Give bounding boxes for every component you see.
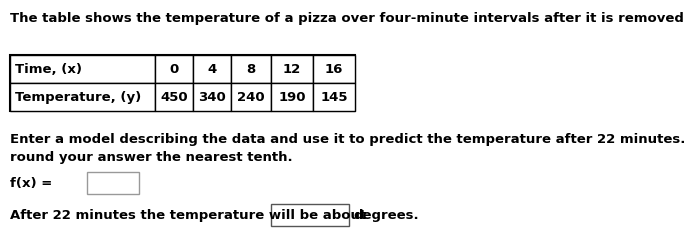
Text: Temperature, (y): Temperature, (y) <box>15 90 141 103</box>
Text: 8: 8 <box>246 62 256 75</box>
Bar <box>271 55 313 83</box>
Text: 450: 450 <box>161 90 188 103</box>
Text: 16: 16 <box>324 62 343 75</box>
Bar <box>10 55 355 111</box>
Bar <box>231 83 271 111</box>
Text: 145: 145 <box>320 90 348 103</box>
Bar <box>313 55 355 83</box>
Bar <box>193 83 231 111</box>
Bar <box>231 55 271 83</box>
Bar <box>193 55 231 83</box>
Text: 4: 4 <box>207 62 217 75</box>
Text: Enter a model describing the data and use it to predict the temperature after 22: Enter a model describing the data and us… <box>10 133 686 146</box>
Text: The table shows the temperature of a pizza over four-minute intervals after it i: The table shows the temperature of a piz… <box>10 12 686 25</box>
Text: 190: 190 <box>279 90 306 103</box>
Bar <box>155 83 193 111</box>
Bar <box>271 83 313 111</box>
Text: 0: 0 <box>169 62 178 75</box>
Text: Time, (x): Time, (x) <box>15 62 82 75</box>
Bar <box>87 172 139 194</box>
Text: degrees.: degrees. <box>354 208 419 221</box>
Bar <box>271 204 349 226</box>
Text: 340: 340 <box>198 90 226 103</box>
Text: After 22 minutes the temperature will be about: After 22 minutes the temperature will be… <box>10 208 366 221</box>
Bar <box>10 55 155 83</box>
Text: 240: 240 <box>237 90 265 103</box>
Text: round your answer the nearest tenth.: round your answer the nearest tenth. <box>10 151 293 164</box>
Bar <box>155 55 193 83</box>
Text: f(x) =: f(x) = <box>10 176 52 189</box>
Text: 12: 12 <box>283 62 301 75</box>
Bar <box>10 83 155 111</box>
Bar <box>313 83 355 111</box>
